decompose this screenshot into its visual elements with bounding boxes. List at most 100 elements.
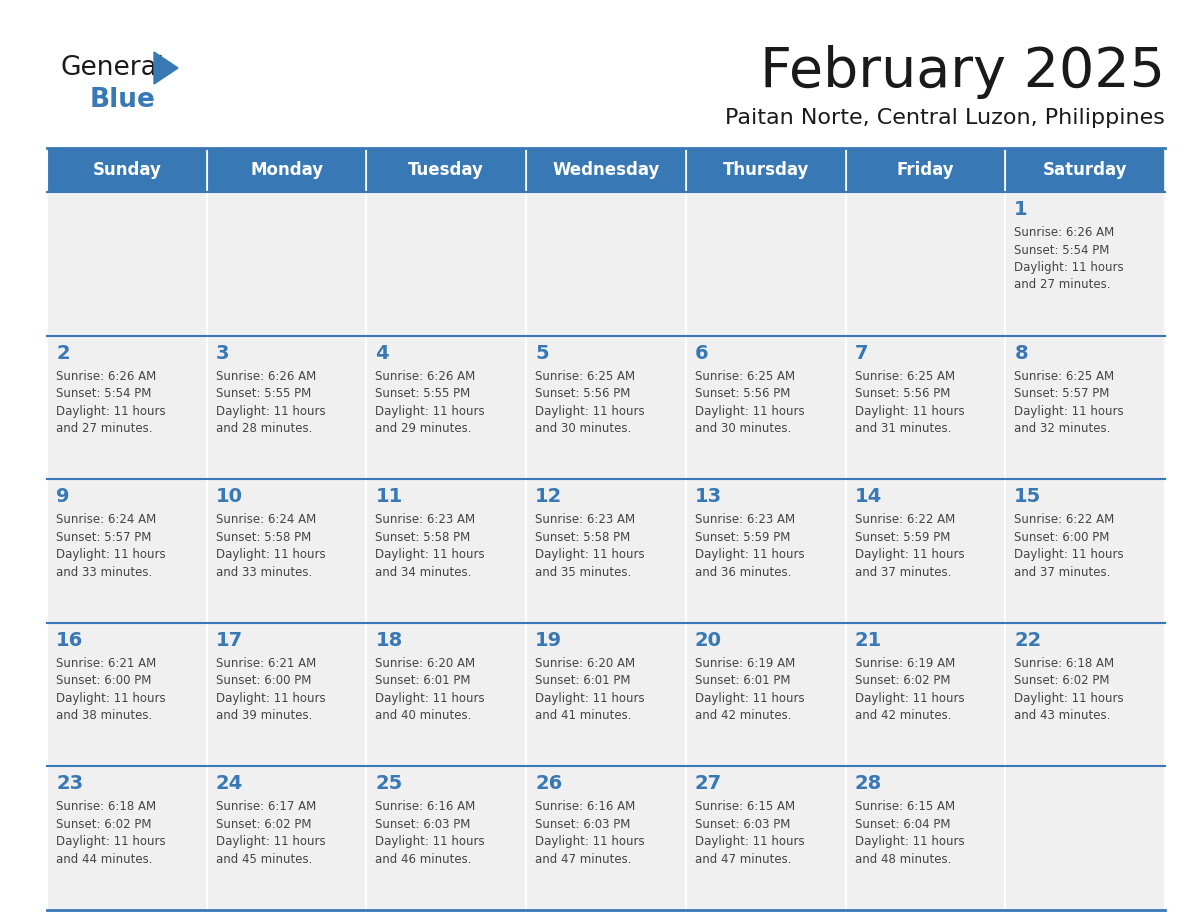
Text: Daylight: 11 hours: Daylight: 11 hours <box>535 405 645 418</box>
Bar <box>1005 148 1165 192</box>
Text: Paitan Norte, Central Luzon, Philippines: Paitan Norte, Central Luzon, Philippines <box>725 108 1165 128</box>
Text: Sunrise: 6:18 AM: Sunrise: 6:18 AM <box>1015 656 1114 670</box>
Text: Sunset: 6:00 PM: Sunset: 6:00 PM <box>1015 531 1110 543</box>
Text: Sunrise: 6:18 AM: Sunrise: 6:18 AM <box>56 800 156 813</box>
Bar <box>48 192 207 336</box>
Text: Sunset: 6:03 PM: Sunset: 6:03 PM <box>535 818 631 831</box>
Text: Sunset: 5:58 PM: Sunset: 5:58 PM <box>375 531 470 543</box>
Text: Sunset: 6:01 PM: Sunset: 6:01 PM <box>535 675 631 688</box>
Bar <box>207 622 366 767</box>
Text: 24: 24 <box>216 775 244 793</box>
Text: Daylight: 11 hours: Daylight: 11 hours <box>56 405 165 418</box>
Text: Daylight: 11 hours: Daylight: 11 hours <box>695 835 804 848</box>
Bar <box>685 192 846 336</box>
Text: and 29 minutes.: and 29 minutes. <box>375 422 472 435</box>
Text: Sunset: 5:54 PM: Sunset: 5:54 PM <box>56 387 151 400</box>
Bar <box>48 336 207 479</box>
Bar <box>207 148 366 192</box>
Text: Sunrise: 6:22 AM: Sunrise: 6:22 AM <box>1015 513 1114 526</box>
Text: Sunrise: 6:23 AM: Sunrise: 6:23 AM <box>375 513 475 526</box>
Text: Daylight: 11 hours: Daylight: 11 hours <box>535 835 645 848</box>
Text: 8: 8 <box>1015 343 1028 363</box>
Bar <box>526 336 685 479</box>
Text: Sunrise: 6:25 AM: Sunrise: 6:25 AM <box>695 370 795 383</box>
Text: 5: 5 <box>535 343 549 363</box>
Text: Daylight: 11 hours: Daylight: 11 hours <box>854 692 965 705</box>
Bar <box>685 767 846 910</box>
Bar <box>366 479 526 622</box>
Text: Sunset: 5:57 PM: Sunset: 5:57 PM <box>1015 387 1110 400</box>
Text: Daylight: 11 hours: Daylight: 11 hours <box>1015 548 1124 561</box>
Bar <box>366 336 526 479</box>
Text: and 27 minutes.: and 27 minutes. <box>56 422 152 435</box>
Polygon shape <box>154 52 178 84</box>
Text: 20: 20 <box>695 631 722 650</box>
Text: and 37 minutes.: and 37 minutes. <box>854 565 950 578</box>
Text: Sunset: 6:04 PM: Sunset: 6:04 PM <box>854 818 950 831</box>
Text: Daylight: 11 hours: Daylight: 11 hours <box>854 835 965 848</box>
Text: Daylight: 11 hours: Daylight: 11 hours <box>56 692 165 705</box>
Text: and 35 minutes.: and 35 minutes. <box>535 565 631 578</box>
Text: Sunset: 6:02 PM: Sunset: 6:02 PM <box>854 675 950 688</box>
Text: and 33 minutes.: and 33 minutes. <box>56 565 152 578</box>
Text: Sunrise: 6:26 AM: Sunrise: 6:26 AM <box>375 370 475 383</box>
Text: Sunrise: 6:15 AM: Sunrise: 6:15 AM <box>854 800 955 813</box>
Text: and 45 minutes.: and 45 minutes. <box>216 853 312 866</box>
Text: 21: 21 <box>854 631 881 650</box>
Text: Saturday: Saturday <box>1043 161 1127 179</box>
Text: Daylight: 11 hours: Daylight: 11 hours <box>854 548 965 561</box>
Text: Daylight: 11 hours: Daylight: 11 hours <box>56 548 165 561</box>
Text: Daylight: 11 hours: Daylight: 11 hours <box>375 405 485 418</box>
Text: Tuesday: Tuesday <box>409 161 485 179</box>
Text: 11: 11 <box>375 487 403 506</box>
Text: and 42 minutes.: and 42 minutes. <box>695 710 791 722</box>
Text: Sunrise: 6:21 AM: Sunrise: 6:21 AM <box>216 656 316 670</box>
Text: Daylight: 11 hours: Daylight: 11 hours <box>1015 261 1124 274</box>
Text: Sunrise: 6:17 AM: Sunrise: 6:17 AM <box>216 800 316 813</box>
Text: Sunrise: 6:16 AM: Sunrise: 6:16 AM <box>535 800 636 813</box>
Text: Daylight: 11 hours: Daylight: 11 hours <box>1015 405 1124 418</box>
Text: Sunrise: 6:26 AM: Sunrise: 6:26 AM <box>56 370 157 383</box>
Text: Daylight: 11 hours: Daylight: 11 hours <box>695 692 804 705</box>
Text: Sunset: 6:02 PM: Sunset: 6:02 PM <box>1015 675 1110 688</box>
Text: Sunrise: 6:16 AM: Sunrise: 6:16 AM <box>375 800 475 813</box>
Text: Sunset: 5:55 PM: Sunset: 5:55 PM <box>216 387 311 400</box>
Bar <box>846 192 1005 336</box>
Bar <box>526 479 685 622</box>
Text: Daylight: 11 hours: Daylight: 11 hours <box>375 835 485 848</box>
Text: Sunset: 5:56 PM: Sunset: 5:56 PM <box>854 387 950 400</box>
Text: Sunset: 6:00 PM: Sunset: 6:00 PM <box>56 675 151 688</box>
Bar <box>846 148 1005 192</box>
Text: 25: 25 <box>375 775 403 793</box>
Text: 7: 7 <box>854 343 868 363</box>
Text: and 43 minutes.: and 43 minutes. <box>1015 710 1111 722</box>
Text: Sunrise: 6:20 AM: Sunrise: 6:20 AM <box>375 656 475 670</box>
Text: and 36 minutes.: and 36 minutes. <box>695 565 791 578</box>
Text: and 44 minutes.: and 44 minutes. <box>56 853 152 866</box>
Text: Thursday: Thursday <box>722 161 809 179</box>
Bar <box>1005 192 1165 336</box>
Bar <box>526 767 685 910</box>
Text: and 31 minutes.: and 31 minutes. <box>854 422 950 435</box>
Text: 12: 12 <box>535 487 562 506</box>
Text: 9: 9 <box>56 487 70 506</box>
Text: and 27 minutes.: and 27 minutes. <box>1015 278 1111 292</box>
Text: Sunset: 5:58 PM: Sunset: 5:58 PM <box>216 531 311 543</box>
Text: Daylight: 11 hours: Daylight: 11 hours <box>56 835 165 848</box>
Text: Sunset: 6:02 PM: Sunset: 6:02 PM <box>216 818 311 831</box>
Bar <box>48 622 207 767</box>
Text: Sunrise: 6:20 AM: Sunrise: 6:20 AM <box>535 656 636 670</box>
Bar <box>685 622 846 767</box>
Text: Sunset: 6:03 PM: Sunset: 6:03 PM <box>695 818 790 831</box>
Text: 4: 4 <box>375 343 388 363</box>
Text: General: General <box>61 55 164 81</box>
Text: Sunset: 6:01 PM: Sunset: 6:01 PM <box>375 675 470 688</box>
Text: Sunset: 6:01 PM: Sunset: 6:01 PM <box>695 675 790 688</box>
Text: Sunset: 5:55 PM: Sunset: 5:55 PM <box>375 387 470 400</box>
Bar <box>846 767 1005 910</box>
Text: Sunset: 5:56 PM: Sunset: 5:56 PM <box>695 387 790 400</box>
Text: and 48 minutes.: and 48 minutes. <box>854 853 950 866</box>
Text: Daylight: 11 hours: Daylight: 11 hours <box>216 692 326 705</box>
Text: Sunrise: 6:26 AM: Sunrise: 6:26 AM <box>1015 226 1114 239</box>
Text: Sunrise: 6:21 AM: Sunrise: 6:21 AM <box>56 656 157 670</box>
